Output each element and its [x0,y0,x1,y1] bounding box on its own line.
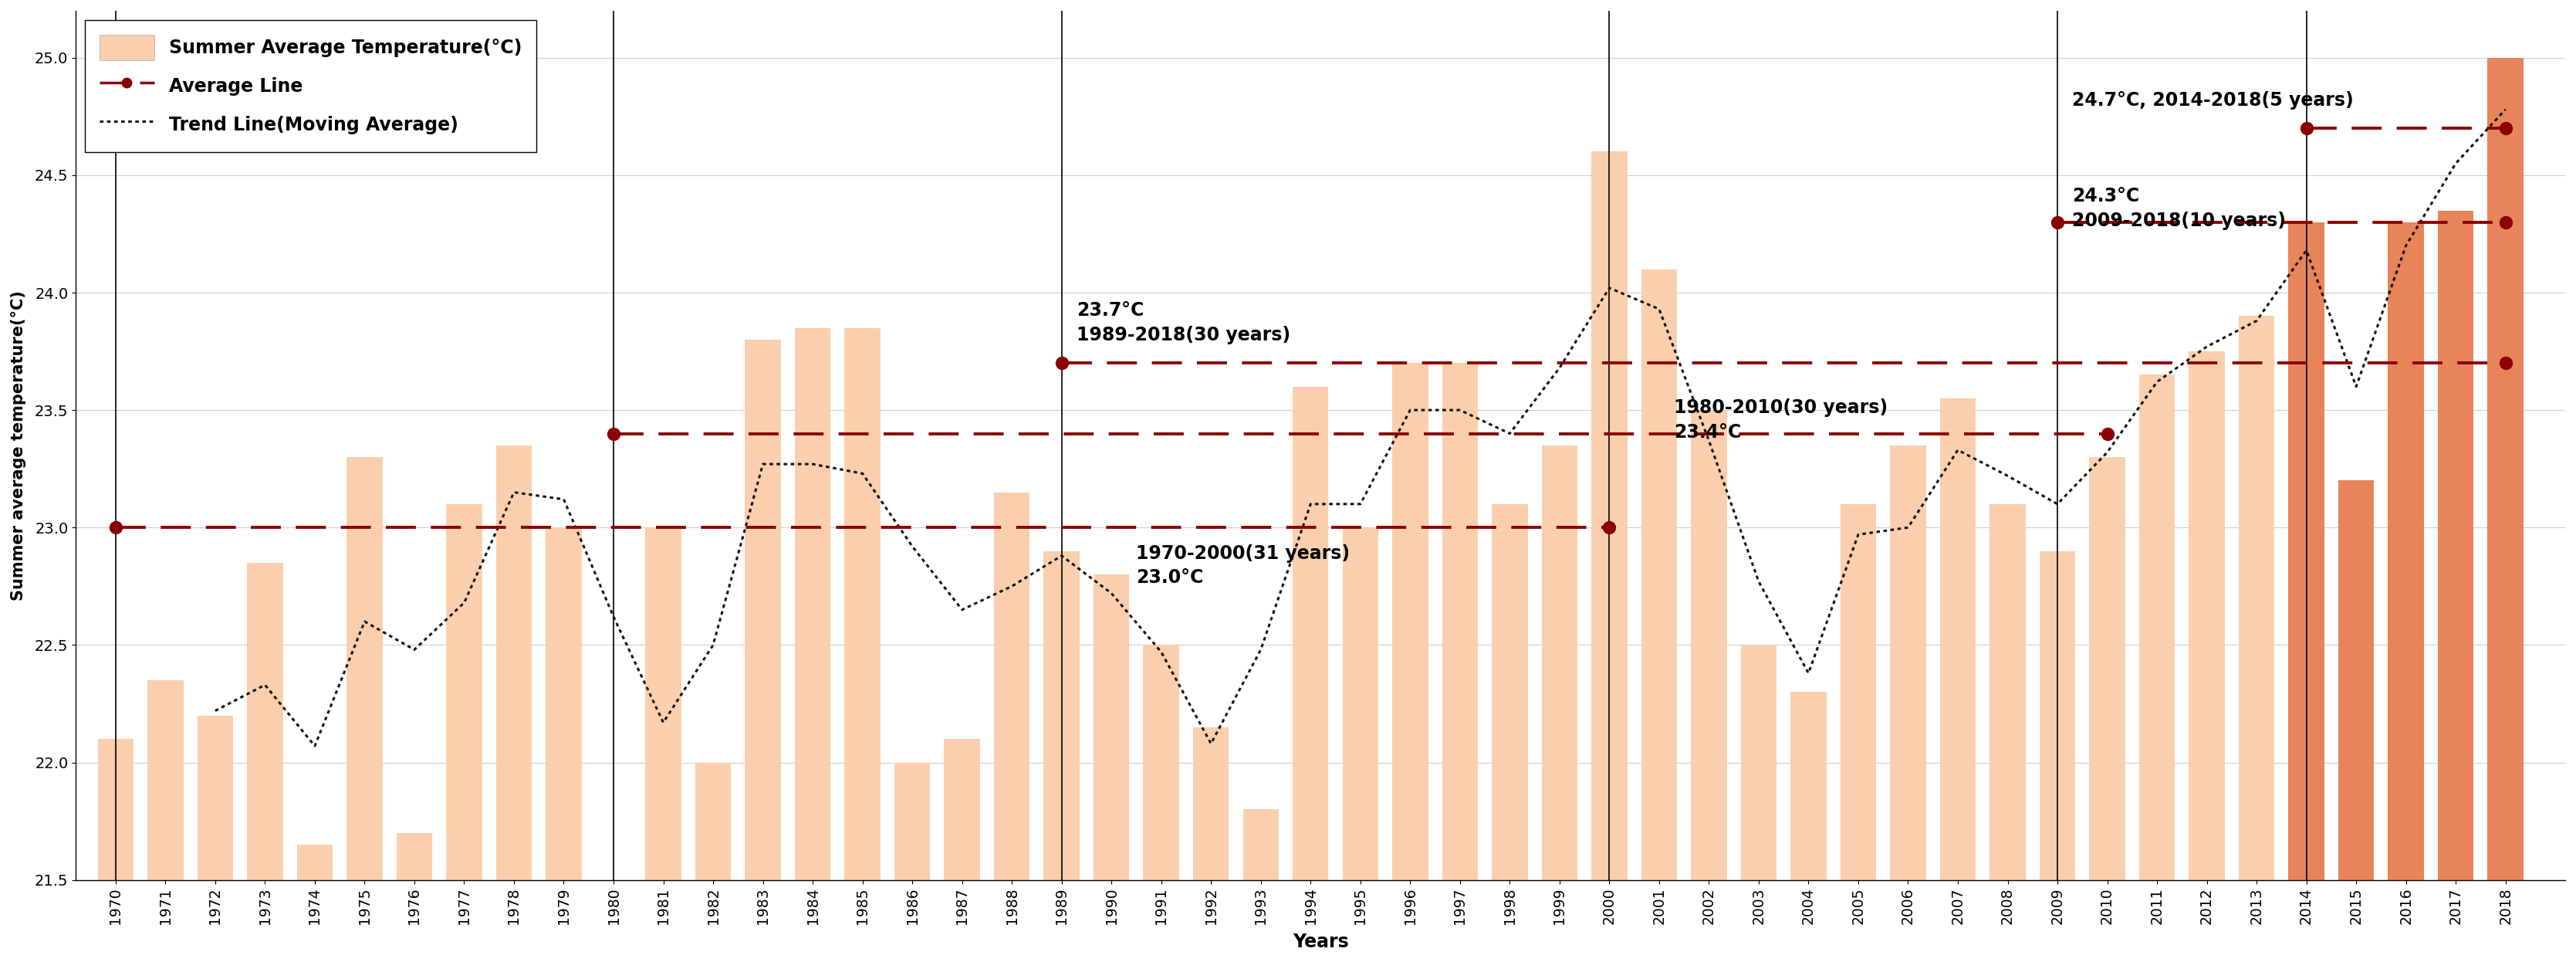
Bar [845,328,881,880]
Bar [1891,445,1927,880]
Bar [1790,692,1826,880]
Bar [397,833,433,880]
Bar [296,845,332,880]
Bar [1690,410,1726,880]
Bar [2287,222,2324,880]
Bar [497,445,531,880]
Bar [894,763,930,880]
Bar [1839,504,1875,880]
Bar [2437,211,2473,880]
Bar [2089,457,2125,880]
Bar [1144,645,1180,880]
Bar [1989,504,2025,880]
Bar [1193,727,1229,880]
Bar [1641,269,1677,880]
Text: 1970-2000(31 years)
23.0°C: 1970-2000(31 years) 23.0°C [1136,544,1350,587]
Text: 24.3°C
2009-2018(10 years): 24.3°C 2009-2018(10 years) [2071,187,2285,230]
Bar [2040,551,2076,880]
Y-axis label: Summer average temperature(°C): Summer average temperature(°C) [10,291,26,600]
Bar [348,457,381,880]
Bar [2388,222,2424,880]
Bar [1741,645,1777,880]
Bar [2190,351,2226,880]
Bar [1540,445,1577,880]
Text: 23.7°C
1989-2018(30 years): 23.7°C 1989-2018(30 years) [1077,301,1291,344]
Text: 24.7°C, 2014-2018(5 years): 24.7°C, 2014-2018(5 years) [2071,90,2354,110]
Bar [2239,316,2275,880]
Bar [198,716,234,880]
Bar [1242,809,1278,880]
Bar [1342,527,1378,880]
X-axis label: Years: Years [1293,933,1350,951]
Bar [147,680,183,880]
Bar [994,493,1030,880]
Bar [696,763,732,880]
Bar [247,563,283,880]
Bar [796,328,829,880]
Bar [98,739,134,880]
Bar [1043,551,1079,880]
Text: 1980-2010(30 years)
23.4°C: 1980-2010(30 years) 23.4°C [1674,398,1888,442]
Bar [546,527,582,880]
Bar [1940,398,1976,880]
Bar [1391,363,1427,880]
Bar [744,340,781,880]
Bar [1293,387,1329,880]
Bar [2488,58,2524,880]
Bar [446,504,482,880]
Legend: Summer Average Temperature(°C), Average Line, Trend Line(Moving Average): Summer Average Temperature(°C), Average … [85,20,536,152]
Bar [1443,363,1479,880]
Bar [945,739,979,880]
Bar [1092,574,1128,880]
Bar [647,527,680,880]
Bar [1492,504,1528,880]
Bar [2138,375,2174,880]
Bar [1592,152,1628,880]
Bar [2339,481,2375,880]
